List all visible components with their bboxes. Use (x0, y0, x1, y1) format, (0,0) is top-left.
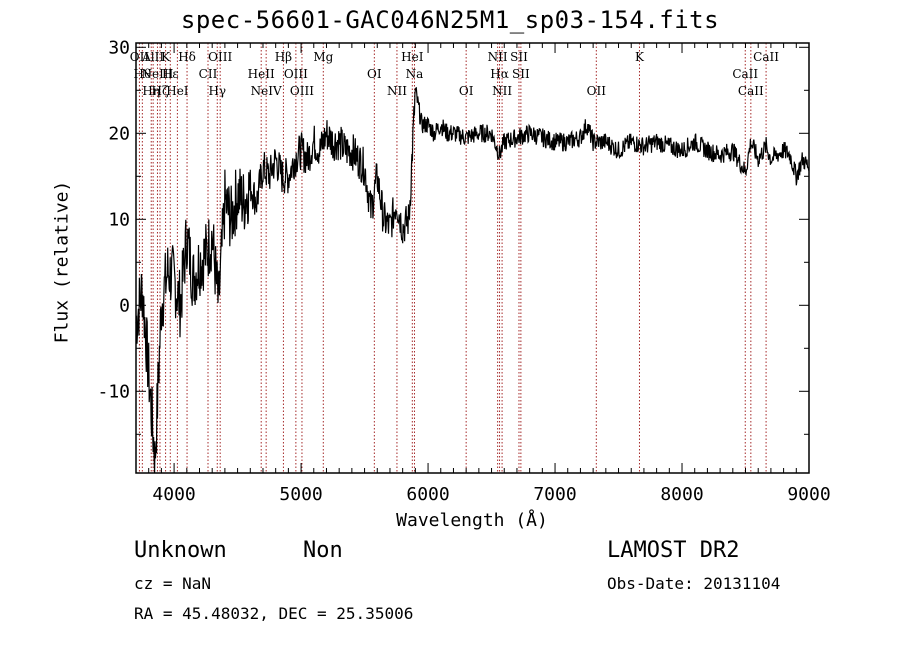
spectral-line-label: CaII (732, 67, 758, 81)
spectral-lines (138, 43, 767, 473)
spectral-line-label: Na (406, 67, 424, 81)
spectral-line-label: CaII (738, 84, 764, 98)
y-tick-label: -10 (97, 381, 130, 402)
survey-name: LAMOST DR2 (607, 538, 740, 563)
spectral-line-label: HeI (401, 50, 424, 64)
x-tick-label: 9000 (787, 484, 830, 505)
chart-title: spec-56601-GAC046N25M1_sp03-154.fits (180, 6, 720, 34)
object-subclass: Non (303, 538, 343, 563)
y-tick-label: 0 (119, 295, 130, 316)
spectrum-line (135, 86, 810, 474)
x-axis-label: Wavelength (Å) (396, 510, 548, 531)
y-axis: -10 0 10 20 30 (97, 37, 809, 435)
spectral-line-label: SII (510, 50, 528, 64)
spectral-line-label: Hβ (275, 50, 292, 64)
coordinates: RA = 45.48032, DEC = 25.35006 (134, 604, 414, 623)
spectral-line-label: OIII (208, 50, 232, 64)
x-axis: 4000 5000 6000 7000 8000 9000 (135, 43, 831, 505)
x-tick-label: 6000 (406, 484, 449, 505)
spectral-line-label: HeII (248, 67, 275, 81)
spectral-line-label: OI (367, 67, 382, 81)
x-tick-label: 8000 (660, 484, 703, 505)
plot-frame (135, 42, 810, 474)
y-tick-label: 20 (108, 123, 130, 144)
spectral-line-label: NII (387, 84, 407, 98)
object-class: Unknown (134, 538, 227, 563)
spectral-line-label: NeIII (142, 67, 174, 81)
spectral-line-label: NII (488, 50, 508, 64)
spectral-line-label: Hη (142, 84, 160, 98)
redshift-cz: cz = NaN (134, 574, 212, 593)
spectral-line-label: NII (492, 84, 512, 98)
spectral-line-label: Hγ (208, 84, 226, 98)
spectral-line-label: OIII (290, 84, 314, 98)
spectral-line-label: Hα (490, 67, 509, 81)
y-tick-label: 10 (108, 209, 130, 230)
spectral-line-label: HeI (166, 84, 189, 98)
spectral-line-label: CaII (753, 50, 779, 64)
spectral-line-label: SII (512, 67, 530, 81)
spectral-line-label: AlII (141, 50, 164, 64)
spectral-line-label: NeIV (251, 84, 282, 98)
spectral-line-label: CII (199, 67, 218, 81)
spectral-line-label: Hδ (178, 50, 196, 64)
spectral-line-label: OIII (284, 67, 308, 81)
spectral-line-label: Hθ (133, 67, 151, 81)
spectral-line-label: OII (587, 84, 607, 98)
spectral-line-label: K (635, 50, 645, 64)
spectral-line-label: Hζ (152, 84, 169, 98)
spectral-line-label: K (161, 50, 171, 64)
y-tick-label: 30 (108, 37, 130, 58)
spectral-line-label: OI (459, 84, 474, 98)
spectral-line-label: Mg (313, 50, 333, 64)
y-axis-label: Flux (relative) (51, 180, 73, 344)
observation-date: Obs-Date: 20131104 (607, 574, 781, 593)
spectral-line-label: Hε (162, 67, 179, 81)
x-tick-label: 5000 (279, 484, 322, 505)
x-tick-label: 7000 (533, 484, 576, 505)
x-tick-label: 4000 (152, 484, 195, 505)
spectral-line-label: OII (130, 50, 150, 64)
